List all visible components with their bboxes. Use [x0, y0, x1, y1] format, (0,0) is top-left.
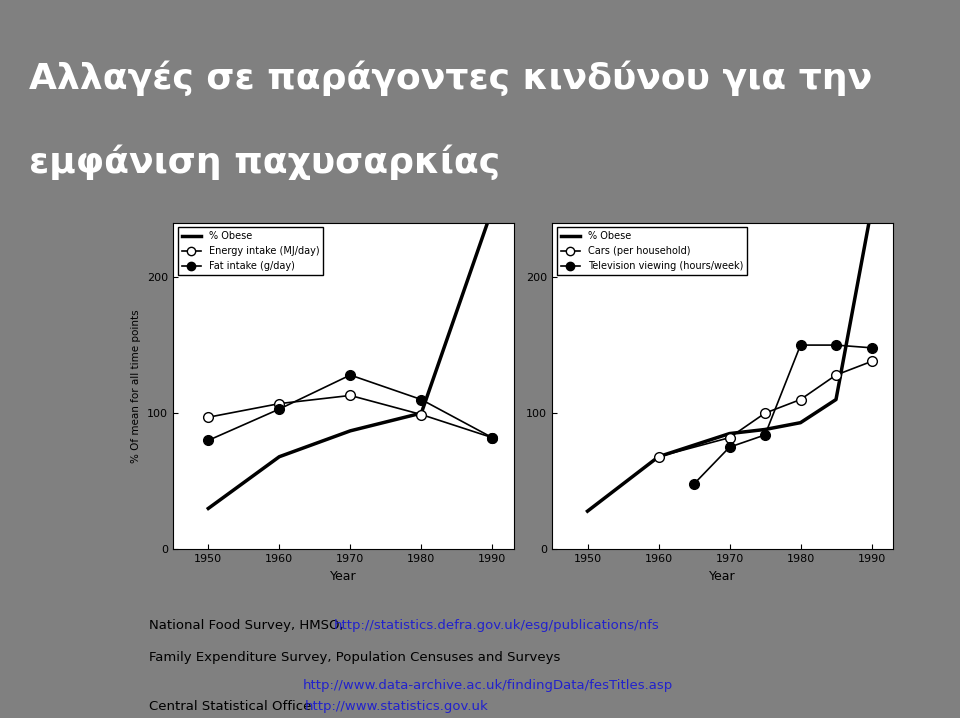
X-axis label: Year: Year — [330, 569, 356, 583]
X-axis label: Year: Year — [709, 569, 735, 583]
Text: Αλλαγές σε παράγοντες κινδύνου για την: Αλλαγές σε παράγοντες κινδύνου για την — [29, 60, 872, 95]
Text: http://www.statistics.gov.uk: http://www.statistics.gov.uk — [304, 700, 488, 713]
Text: Family Expenditure Survey, Population Censuses and Surveys: Family Expenditure Survey, Population Ce… — [149, 651, 561, 664]
Text: National Food Survey, HMSO,: National Food Survey, HMSO, — [149, 619, 348, 632]
Y-axis label: % Of mean for all time points: % Of mean for all time points — [132, 309, 141, 462]
Text: http://www.data-archive.ac.uk/findingData/fesTitles.asp: http://www.data-archive.ac.uk/findingDat… — [302, 679, 673, 691]
Text: Central Statistical Office: Central Statistical Office — [149, 700, 316, 713]
Text: εμφάνιση παχυσαρκίας: εμφάνιση παχυσαρκίας — [29, 145, 500, 180]
Legend: % Obese, Cars (per household), Television viewing (hours/week): % Obese, Cars (per household), Televisio… — [557, 228, 747, 275]
Legend: % Obese, Energy intake (MJ/day), Fat intake (g/day): % Obese, Energy intake (MJ/day), Fat int… — [178, 228, 324, 275]
Text: http://statistics.defra.gov.uk/esg/publications/nfs: http://statistics.defra.gov.uk/esg/publi… — [334, 619, 660, 632]
